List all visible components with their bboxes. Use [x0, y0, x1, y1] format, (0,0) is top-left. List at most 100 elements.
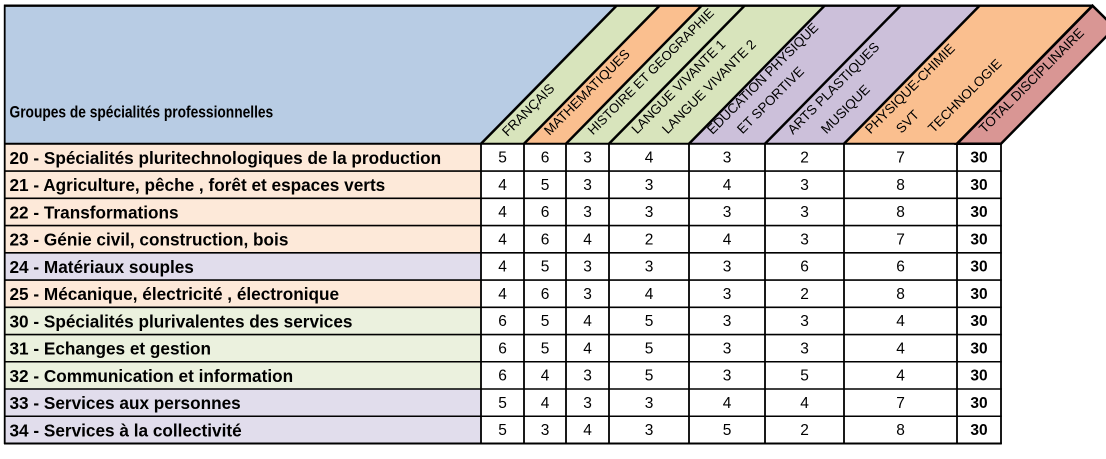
- svg-text:5: 5: [541, 313, 550, 330]
- svg-text:30: 30: [970, 422, 987, 439]
- svg-text:3: 3: [800, 231, 809, 248]
- svg-text:6: 6: [541, 231, 550, 248]
- svg-text:34 - Services à la collectivit: 34 - Services à la collectivité: [10, 420, 242, 440]
- svg-text:3: 3: [645, 422, 654, 439]
- svg-text:3: 3: [583, 286, 592, 303]
- svg-text:30: 30: [970, 231, 987, 248]
- svg-text:30: 30: [970, 286, 987, 303]
- svg-text:3: 3: [723, 204, 732, 221]
- svg-text:31 - Echanges et gestion: 31 - Echanges et gestion: [10, 339, 212, 359]
- svg-text:30: 30: [970, 368, 987, 385]
- svg-text:4: 4: [800, 395, 809, 412]
- svg-text:3: 3: [583, 150, 592, 167]
- svg-text:23 - Génie civil, construction: 23 - Génie civil, construction, bois: [10, 230, 289, 250]
- svg-text:3: 3: [800, 204, 809, 221]
- svg-text:3: 3: [645, 259, 654, 276]
- svg-text:21 - Agriculture, pêche , forê: 21 - Agriculture, pêche , forêt et espac…: [10, 175, 386, 195]
- svg-text:3: 3: [723, 368, 732, 385]
- svg-text:24 - Matériaux souples: 24 - Matériaux souples: [10, 257, 194, 277]
- svg-text:4: 4: [541, 368, 550, 385]
- svg-text:3: 3: [723, 150, 732, 167]
- svg-text:3: 3: [583, 204, 592, 221]
- svg-text:30: 30: [970, 395, 987, 412]
- svg-text:Groupes de spécialités profess: Groupes de spécialités professionnelles: [10, 103, 274, 121]
- svg-text:4: 4: [645, 286, 654, 303]
- svg-text:7: 7: [896, 395, 905, 412]
- svg-text:4: 4: [896, 368, 905, 385]
- svg-text:4: 4: [723, 177, 732, 194]
- svg-text:6: 6: [498, 340, 507, 357]
- svg-text:32 - Communication et informat: 32 - Communication et information: [10, 366, 294, 386]
- svg-text:8: 8: [896, 286, 905, 303]
- svg-text:5: 5: [645, 340, 654, 357]
- svg-text:3: 3: [583, 177, 592, 194]
- svg-text:5: 5: [800, 368, 809, 385]
- svg-text:5: 5: [723, 422, 732, 439]
- svg-text:4: 4: [498, 231, 507, 248]
- svg-text:30: 30: [970, 340, 987, 357]
- svg-text:3: 3: [800, 313, 809, 330]
- svg-text:20 - Spécialités pluritechnolo: 20 - Spécialités pluritechnologiques de …: [10, 148, 442, 168]
- svg-text:6: 6: [541, 204, 550, 221]
- svg-text:2: 2: [645, 231, 654, 248]
- svg-text:2: 2: [800, 422, 809, 439]
- svg-text:4: 4: [583, 422, 592, 439]
- svg-text:5: 5: [498, 395, 507, 412]
- svg-text:30 - Spécialités plurivalentes: 30 - Spécialités plurivalentes des servi…: [10, 311, 353, 331]
- svg-text:2: 2: [800, 286, 809, 303]
- svg-text:30: 30: [970, 313, 987, 330]
- svg-text:4: 4: [723, 395, 732, 412]
- svg-text:6: 6: [498, 313, 507, 330]
- svg-text:8: 8: [896, 422, 905, 439]
- svg-text:5: 5: [541, 177, 550, 194]
- svg-text:4: 4: [583, 231, 592, 248]
- svg-text:30: 30: [970, 150, 987, 167]
- svg-text:30: 30: [970, 259, 987, 276]
- svg-text:4: 4: [896, 340, 905, 357]
- svg-text:4: 4: [498, 177, 507, 194]
- svg-text:4: 4: [583, 313, 592, 330]
- svg-text:8: 8: [896, 177, 905, 194]
- svg-text:4: 4: [896, 313, 905, 330]
- svg-text:5: 5: [498, 422, 507, 439]
- svg-text:3: 3: [800, 177, 809, 194]
- svg-text:3: 3: [723, 286, 732, 303]
- svg-text:3: 3: [541, 422, 550, 439]
- svg-text:5: 5: [541, 259, 550, 276]
- svg-text:3: 3: [583, 368, 592, 385]
- svg-text:4: 4: [541, 395, 550, 412]
- svg-text:4: 4: [723, 231, 732, 248]
- svg-text:6: 6: [800, 259, 809, 276]
- svg-text:4: 4: [645, 150, 654, 167]
- svg-text:2: 2: [800, 150, 809, 167]
- svg-text:3: 3: [800, 340, 809, 357]
- svg-text:3: 3: [723, 313, 732, 330]
- svg-text:8: 8: [896, 204, 905, 221]
- svg-text:22 - Transformations: 22 - Transformations: [10, 202, 179, 222]
- svg-text:4: 4: [583, 340, 592, 357]
- svg-text:7: 7: [896, 231, 905, 248]
- svg-text:6: 6: [498, 368, 507, 385]
- svg-text:4: 4: [498, 204, 507, 221]
- svg-text:5: 5: [541, 340, 550, 357]
- svg-text:6: 6: [541, 286, 550, 303]
- svg-text:6: 6: [896, 259, 905, 276]
- svg-text:4: 4: [498, 259, 507, 276]
- svg-text:30: 30: [970, 204, 987, 221]
- svg-text:3: 3: [723, 259, 732, 276]
- svg-text:6: 6: [541, 150, 550, 167]
- svg-text:5: 5: [645, 313, 654, 330]
- svg-text:5: 5: [645, 368, 654, 385]
- svg-text:4: 4: [498, 286, 507, 303]
- svg-text:3: 3: [723, 340, 732, 357]
- svg-text:30: 30: [970, 177, 987, 194]
- svg-text:7: 7: [896, 150, 905, 167]
- svg-text:3: 3: [645, 204, 654, 221]
- svg-text:3: 3: [645, 395, 654, 412]
- svg-text:3: 3: [645, 177, 654, 194]
- svg-text:3: 3: [583, 259, 592, 276]
- svg-text:3: 3: [583, 395, 592, 412]
- svg-text:33 - Services aux personnes: 33 - Services aux personnes: [10, 393, 241, 413]
- svg-text:5: 5: [498, 150, 507, 167]
- svg-text:25 - Mécanique, électricité ,: 25 - Mécanique, électricité , électroniq…: [10, 284, 340, 304]
